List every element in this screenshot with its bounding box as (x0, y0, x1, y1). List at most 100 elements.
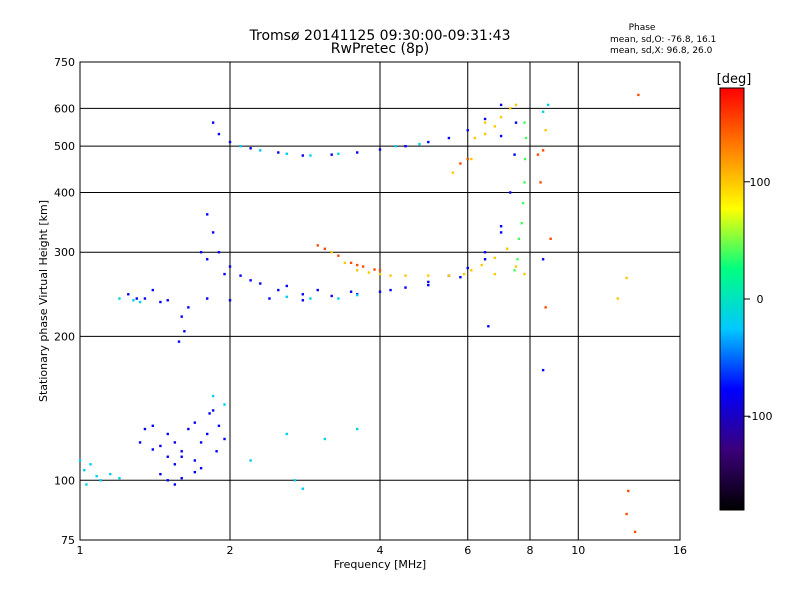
x-tick-label: 8 (527, 544, 534, 557)
data-point (211, 231, 215, 234)
data-point (173, 441, 177, 444)
data-point (180, 450, 183, 453)
data-point (355, 293, 359, 297)
y-axis-label: Stationary phase Virtual Height [km] (37, 200, 50, 402)
data-point (473, 136, 477, 140)
data-point (516, 258, 519, 261)
data-point (355, 151, 359, 154)
data-point (285, 284, 288, 288)
x-axis-label: Frequency [MHz] (334, 558, 426, 571)
data-point (513, 269, 516, 272)
data-point (343, 261, 347, 265)
data-point (499, 103, 503, 107)
data-point (223, 272, 226, 276)
data-point (159, 300, 162, 304)
data-point (193, 459, 197, 462)
stats-line-x: mean, sd,X: 96.8, 26.0 (610, 46, 713, 56)
data-point (541, 258, 545, 261)
data-point (285, 152, 288, 155)
data-point (166, 479, 169, 482)
data-point (499, 231, 503, 234)
data-point (323, 437, 327, 441)
data-point (337, 152, 340, 155)
data-point (523, 157, 527, 161)
data-point (239, 274, 242, 277)
data-point (483, 117, 487, 121)
x-tick-label: 4 (377, 544, 384, 557)
data-point (330, 251, 333, 254)
data-point (355, 263, 359, 267)
y-tick-label: 100 (54, 474, 75, 487)
data-point (277, 151, 280, 154)
data-point (451, 171, 455, 174)
data-point (211, 121, 215, 124)
data-point (205, 297, 209, 300)
data-point (215, 450, 218, 453)
data-point (637, 93, 640, 97)
y-tick-label: 75 (61, 534, 75, 547)
data-point (466, 128, 469, 132)
data-point (95, 474, 98, 478)
data-point (389, 274, 392, 277)
data-point (187, 427, 190, 431)
data-point (493, 256, 497, 260)
data-point (259, 149, 262, 152)
data-point (199, 251, 203, 254)
data-point (180, 477, 183, 480)
data-point (541, 110, 545, 114)
data-point (404, 144, 407, 148)
data-point (205, 432, 209, 436)
data-point (249, 147, 252, 150)
data-point (208, 412, 211, 415)
data-point (373, 268, 376, 271)
data-point (480, 263, 483, 267)
data-point (523, 272, 526, 276)
data-point (118, 297, 121, 300)
data-point (138, 441, 142, 444)
data-point (470, 269, 473, 272)
data-point (151, 448, 155, 451)
x-tick-label: 2 (227, 544, 234, 557)
chart-subtitle: RwPretec (8p) (331, 41, 429, 57)
y-tick-label: 300 (54, 246, 75, 259)
data-point (228, 299, 232, 302)
data-point (616, 297, 619, 300)
data-point (99, 479, 102, 482)
data-point (118, 477, 121, 480)
data-point (249, 279, 252, 282)
data-point (223, 437, 226, 441)
data-point (418, 142, 421, 146)
data-point (513, 153, 516, 156)
data-point (508, 191, 512, 194)
data-point (625, 512, 628, 516)
data-point (483, 121, 487, 124)
data-point (159, 444, 162, 448)
data-point (135, 297, 138, 300)
data-point (316, 244, 319, 247)
chart-title: Tromsø 20141125 09:30:00-09:31:43 (249, 28, 511, 44)
data-point (394, 144, 397, 148)
data-point (459, 162, 462, 165)
data-point (427, 274, 430, 277)
data-point (483, 251, 487, 254)
data-point (447, 136, 451, 140)
data-point (625, 276, 628, 280)
data-point (521, 201, 525, 205)
y-tick-label: 400 (54, 186, 75, 199)
data-points (78, 93, 640, 534)
data-point (180, 315, 183, 318)
data-point (166, 299, 169, 302)
data-point (166, 432, 169, 436)
colorbar-tick-label: -100 (748, 410, 773, 423)
data-point (378, 148, 382, 151)
data-point (349, 290, 353, 293)
y-tick-label: 750 (54, 56, 75, 69)
data-point (177, 340, 181, 343)
data-point (466, 157, 469, 161)
data-point (337, 254, 340, 257)
data-point (541, 368, 545, 372)
data-point (83, 468, 86, 472)
data-point (309, 297, 312, 300)
data-point (549, 237, 552, 241)
